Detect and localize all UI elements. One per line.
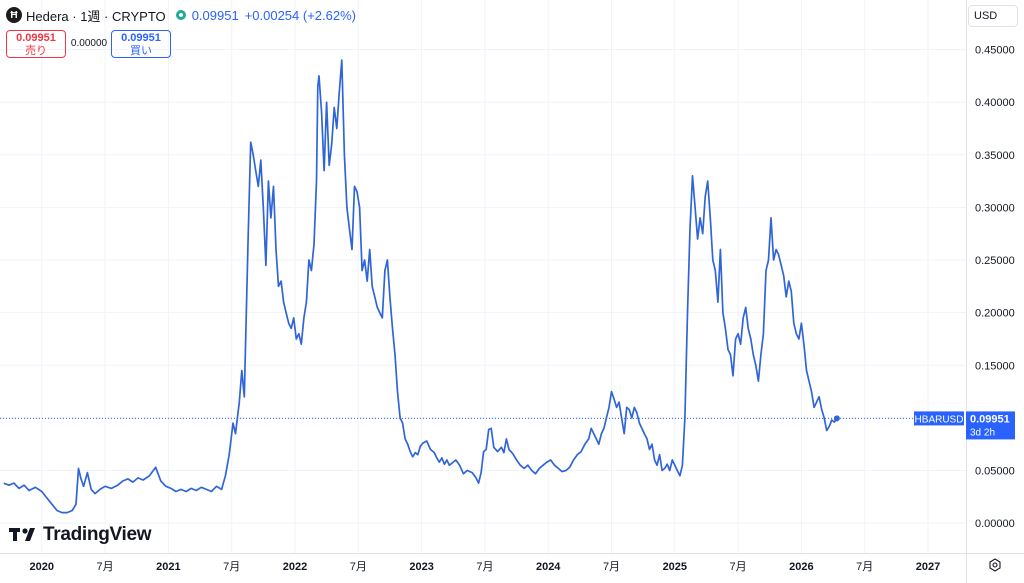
chart-header: Ħ Hedera · 1週 · CRYPTO 0.09951 +0.00254 … [6, 5, 362, 25]
x-tick-label: 7月 [350, 561, 367, 573]
y-tick-label: 0.30000 [975, 202, 1015, 214]
y-tick-label: 0.45000 [975, 45, 1015, 57]
x-tick-label: 2021 [156, 561, 180, 573]
spread-value: 0.00000 [70, 38, 108, 49]
last-point-marker [833, 415, 840, 422]
symbol-tag [914, 411, 964, 426]
x-tick-label: 7月 [603, 561, 620, 573]
buy-label: 買い [130, 45, 152, 57]
symbol-tag-label: HBARUSD [915, 414, 964, 425]
x-tick-label: 2020 [30, 561, 54, 573]
x-tick-label: 7月 [856, 561, 873, 573]
y-tick-label: 0.40000 [975, 97, 1015, 109]
x-tick-label: 2023 [409, 561, 433, 573]
y-tick-label: 0.35000 [975, 150, 1015, 162]
hedera-logo-icon: Ħ [6, 7, 22, 23]
buy-button[interactable]: 0.09951 買い [111, 30, 171, 58]
x-tick-label: 7月 [476, 561, 493, 573]
y-tick-label: 0.15000 [975, 360, 1015, 372]
sell-button[interactable]: 0.09951 売り [6, 30, 66, 58]
x-tick-label: 2025 [663, 561, 687, 573]
x-tick-label: 7月 [97, 561, 114, 573]
price-tag-countdown: 3d 2h [970, 427, 995, 438]
tradingview-text: TradingView [43, 524, 152, 545]
x-tick-label: 2026 [789, 561, 813, 573]
buy-price: 0.09951 [121, 32, 161, 44]
x-tick-label: 7月 [730, 561, 747, 573]
symbol-title[interactable]: Hedera · 1週 · CRYPTO [26, 8, 166, 24]
y-tick-label: 0.05000 [975, 465, 1015, 477]
y-tick-label: 0.20000 [975, 308, 1015, 320]
last-price: 0.09951 [191, 7, 239, 23]
sell-label: 売り [25, 45, 47, 57]
price-tag-value: 0.09951 [970, 413, 1010, 425]
price-tag [966, 411, 1015, 440]
tradingview-logo[interactable]: TradingView [9, 524, 152, 546]
y-tick-label: 0.25000 [975, 255, 1015, 267]
price-series-line[interactable] [3, 59, 838, 514]
x-tick-label: 2022 [283, 561, 307, 573]
tradingview-icon [9, 528, 35, 541]
x-tick-label: 2027 [916, 561, 940, 573]
x-tick-label: 7月 [223, 561, 240, 573]
currency-selector[interactable]: USD [968, 5, 1018, 27]
settings-icon[interactable] [988, 558, 1002, 572]
market-status-icon [175, 10, 186, 20]
sell-price: 0.09951 [16, 32, 56, 44]
y-tick-label: 0.00000 [975, 518, 1015, 530]
price-change: +0.00254 (+2.62%) [244, 7, 356, 23]
x-tick-label: 2024 [536, 561, 561, 573]
